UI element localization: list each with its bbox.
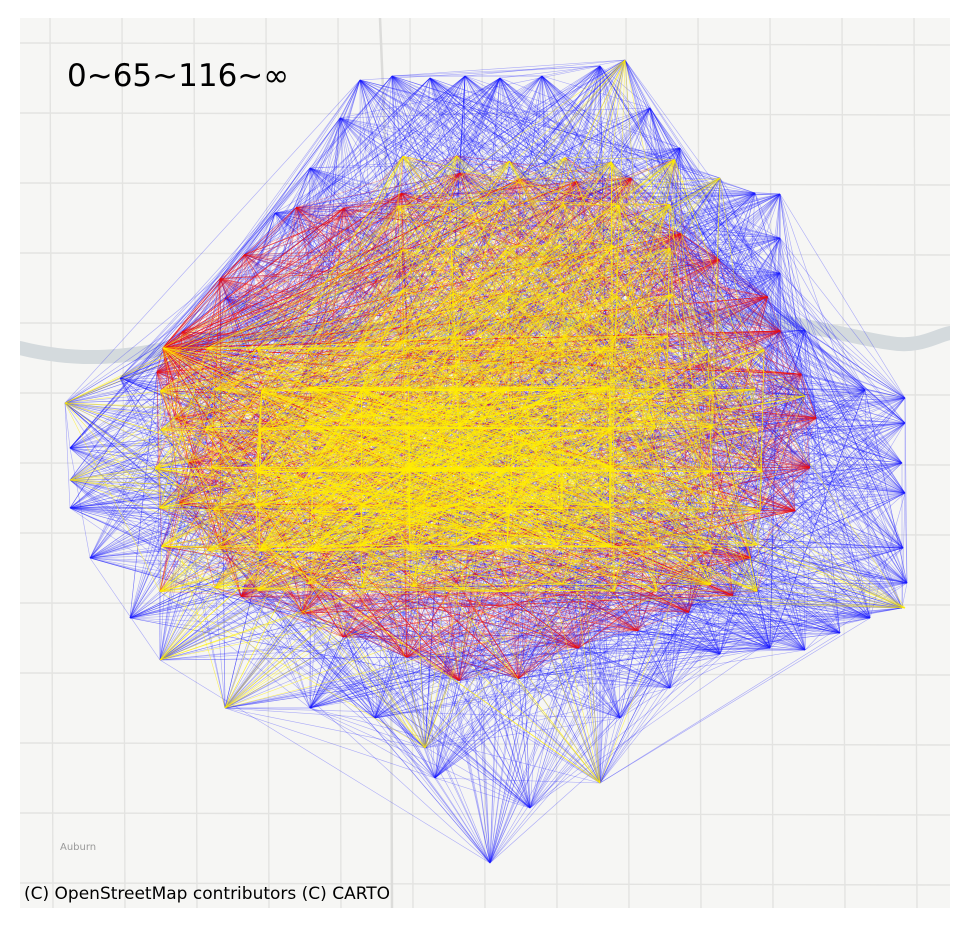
place-label-auburn: Auburn — [60, 842, 97, 853]
high-range-links — [64, 59, 906, 784]
map-view[interactable]: Auburn 0~65~116~∞ (C) OpenStreetMap cont… — [20, 18, 950, 908]
map-attribution: (C) OpenStreetMap contributors (C) CARTO — [24, 884, 391, 904]
legend-title: 0~65~116~∞ — [67, 58, 290, 94]
map-canvas — [20, 18, 950, 908]
